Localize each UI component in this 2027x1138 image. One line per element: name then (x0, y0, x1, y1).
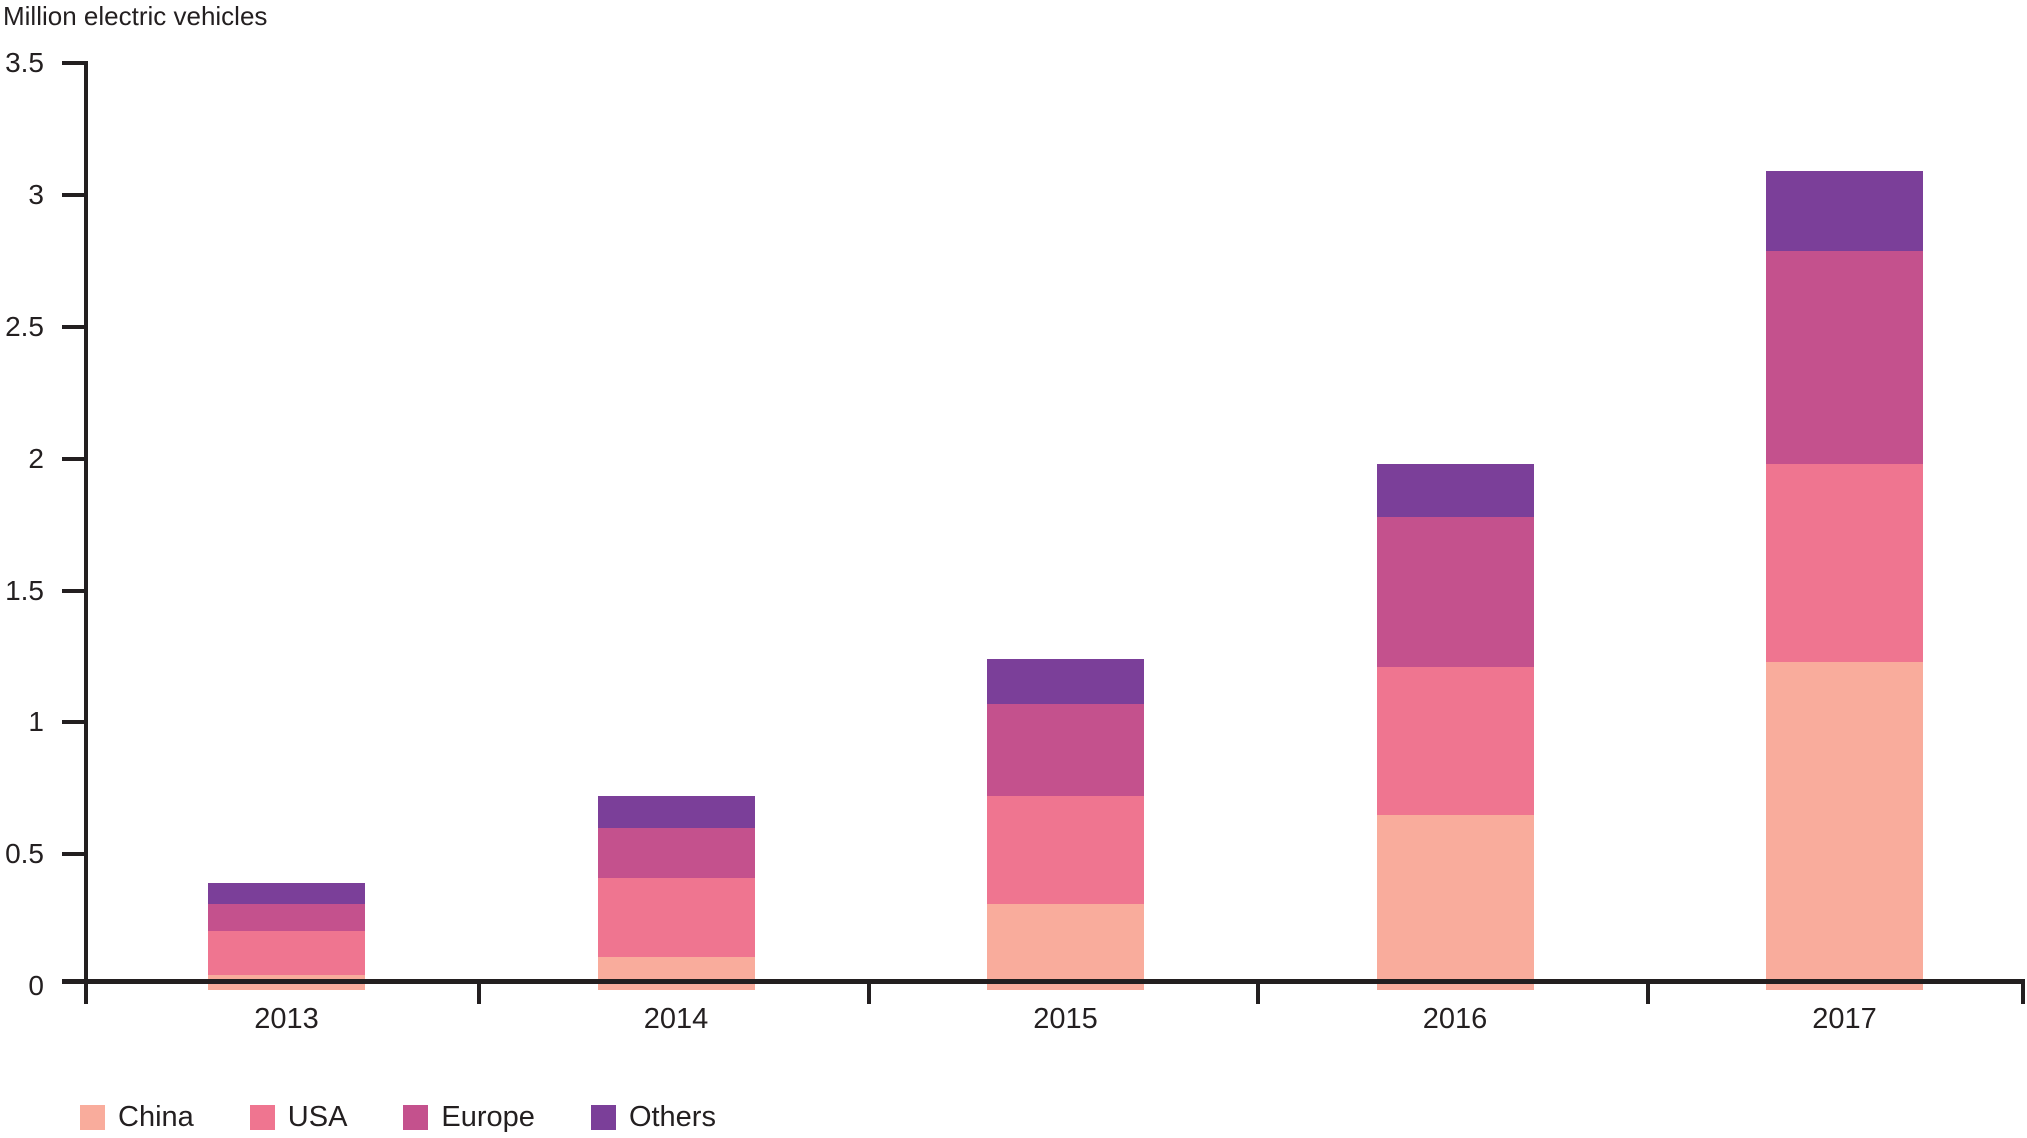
x-axis-tick (1256, 980, 1260, 1004)
y-axis-tick (62, 852, 86, 857)
y-tick-label: 0.5 (5, 838, 44, 870)
bar-segment-europe-2015 (987, 703, 1144, 797)
x-axis-line (62, 979, 2025, 984)
legend-label: USA (287, 1101, 348, 1133)
x-axis-tick (1645, 980, 1650, 1004)
legend-item-europe: Europe (403, 1101, 535, 1133)
y-tick-label: 1 (28, 706, 44, 738)
x-category-label: 2014 (643, 1003, 709, 1035)
x-axis-tick (477, 980, 481, 1004)
y-tick-label: 3.5 (5, 47, 44, 79)
bar-segment-usa-2013 (208, 930, 365, 976)
legend-item-usa: USA (249, 1101, 348, 1133)
legend-item-china: China (80, 1101, 194, 1133)
bar-segment-others-2015 (987, 659, 1144, 704)
bar-segment-europe-2013 (208, 904, 365, 931)
y-tick-label: 2.5 (5, 311, 44, 342)
y-tick-label: 0 (28, 970, 44, 1001)
bar-segment-usa-2014 (597, 877, 755, 957)
bar-segment-usa-2015 (987, 796, 1144, 905)
y-axis-tick (62, 193, 86, 198)
y-axis-tick (62, 456, 86, 461)
y-tick-label: 1.5 (5, 574, 44, 606)
x-axis-tick (84, 980, 88, 1004)
legend-swatch-usa (249, 1104, 275, 1130)
bar-segment-china-2017 (1766, 661, 1923, 990)
bar-segment-others-2014 (597, 796, 755, 828)
bar-segment-china-2016 (1376, 814, 1534, 990)
y-axis-tick (62, 61, 86, 66)
bar-segment-usa-2017 (1766, 464, 1923, 662)
y-axis-line (84, 61, 88, 984)
bar-segment-others-2013 (208, 883, 365, 905)
x-category-label: 2013 (254, 1003, 319, 1035)
bar-segment-others-2016 (1376, 464, 1534, 517)
legend-label: Europe (441, 1101, 535, 1133)
bar-segment-europe-2016 (1376, 516, 1534, 668)
bar-segment-europe-2014 (597, 827, 755, 878)
legend-label: China (118, 1101, 194, 1133)
x-category-label: 2017 (1812, 1003, 1877, 1035)
y-axis-tick (62, 325, 86, 329)
x-category-label: 2015 (1033, 1003, 1098, 1035)
x-axis-tick (2021, 980, 2025, 1004)
bar-segment-china-2015 (987, 904, 1144, 990)
legend-swatch-europe (403, 1104, 429, 1130)
legend-swatch-china (80, 1104, 105, 1130)
x-category-label: 2016 (1422, 1003, 1488, 1035)
legend-swatch-others (590, 1104, 616, 1130)
x-axis-tick (866, 980, 871, 1004)
bar-segment-europe-2017 (1766, 250, 1923, 465)
y-axis-tick (62, 588, 86, 593)
legend-label: Others (628, 1101, 716, 1133)
legend-item-others: Others (590, 1101, 716, 1133)
y-tick-label: 2 (28, 442, 44, 474)
bar-segment-china-2014 (597, 957, 755, 990)
chart-title: Million electric vehicles (3, 1, 268, 31)
bar-segment-usa-2016 (1376, 667, 1534, 815)
y-tick-label: 3 (28, 179, 44, 211)
bar-segment-others-2017 (1766, 171, 1923, 251)
chart-legend: China USA Europe Others (80, 1101, 716, 1133)
y-axis-tick (62, 720, 86, 725)
